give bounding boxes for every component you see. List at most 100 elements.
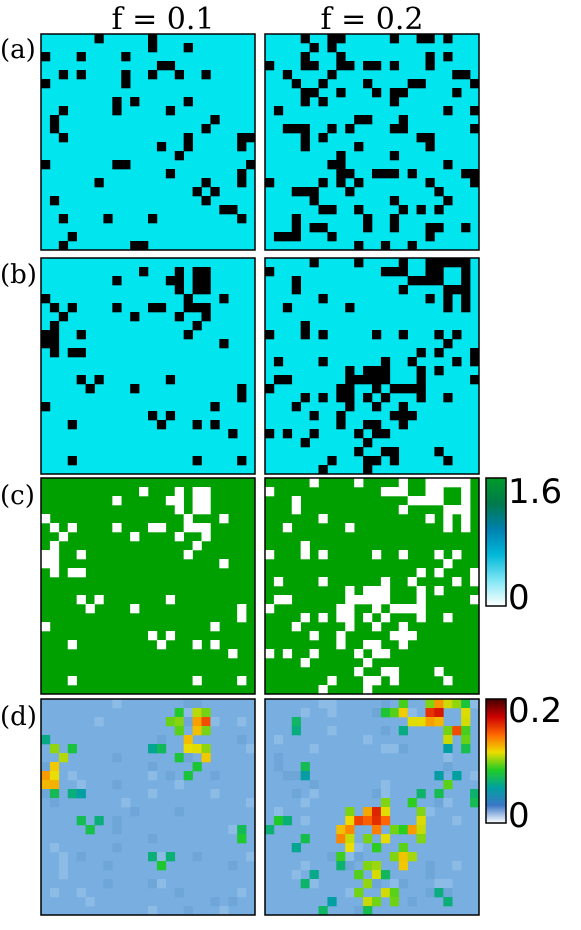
heat-cell <box>372 843 382 853</box>
site-cell <box>49 321 60 331</box>
site-cell <box>174 505 184 515</box>
heat-cell <box>49 762 60 772</box>
heat-cell <box>398 879 408 889</box>
site-cell <box>246 133 256 143</box>
heat-cell <box>363 879 373 889</box>
site-cell <box>443 285 453 295</box>
site-cell <box>407 384 417 394</box>
heat-cell <box>425 861 435 871</box>
site-cell <box>309 649 319 659</box>
site-cell <box>345 375 355 385</box>
site-cell <box>416 393 426 403</box>
site-cell <box>192 267 202 277</box>
site-cell <box>389 169 400 179</box>
site-cell <box>443 106 453 116</box>
heat-cell <box>372 807 382 817</box>
site-cell <box>416 604 426 614</box>
site-cell <box>443 303 453 313</box>
site-cell <box>336 631 346 641</box>
site-cell <box>434 223 444 233</box>
heat-cell <box>407 798 417 808</box>
site-cell <box>345 523 355 533</box>
site-cell <box>327 34 337 44</box>
site-cell <box>282 70 293 80</box>
heat-cell <box>201 708 211 718</box>
site-cell <box>398 267 408 277</box>
site-cell <box>380 613 391 623</box>
heat-cell <box>389 897 400 907</box>
site-cell <box>389 604 400 614</box>
heat-cell <box>407 897 417 907</box>
heat-cell <box>425 699 435 709</box>
site-cell <box>434 187 444 197</box>
site-cell <box>165 169 176 179</box>
site-cell <box>345 187 355 197</box>
site-cell <box>461 487 471 497</box>
site-cell <box>265 384 275 394</box>
colorbar-c-min-label: 0 <box>508 578 530 618</box>
site-cell <box>265 487 275 497</box>
site-cell <box>103 214 113 224</box>
site-cell <box>282 375 293 385</box>
heat-cell <box>443 699 453 709</box>
heat-cell <box>434 789 444 799</box>
site-cell <box>76 550 86 560</box>
heat-cell <box>300 861 310 871</box>
heat-cell <box>372 861 382 871</box>
site-cell <box>354 478 364 488</box>
heat-cell <box>416 807 426 817</box>
site-cell <box>461 505 471 515</box>
panel-frame <box>40 477 256 695</box>
site-cell <box>165 411 176 421</box>
site-cell <box>398 622 408 632</box>
site-cell <box>470 595 480 605</box>
heat-cell <box>398 861 408 871</box>
site-cell <box>265 550 275 560</box>
heat-cell <box>372 708 382 718</box>
site-cell <box>309 43 319 53</box>
site-cell <box>389 456 400 466</box>
heat-cell <box>300 771 310 781</box>
site-cell <box>416 348 426 358</box>
site-cell <box>398 420 408 430</box>
panel-b-left <box>40 257 256 475</box>
site-cell <box>345 61 355 71</box>
site-cell <box>67 568 77 578</box>
site-cell <box>228 649 238 659</box>
heat-cell <box>398 852 408 862</box>
site-cell <box>345 604 355 614</box>
panel-background <box>41 478 255 694</box>
heat-cell <box>156 852 167 862</box>
site-cell <box>49 303 60 313</box>
colorbar-d-gradient <box>485 698 507 824</box>
heat-cell <box>327 897 337 907</box>
site-cell <box>156 142 167 152</box>
site-cell <box>85 604 95 614</box>
site-cell <box>192 303 202 313</box>
site-cell <box>183 97 193 107</box>
site-cell <box>416 375 426 385</box>
site-cell <box>201 312 211 322</box>
heat-cell <box>273 753 284 763</box>
heat-cell <box>291 726 301 736</box>
heat-cell <box>389 708 400 718</box>
site-cell <box>201 70 211 80</box>
site-cell <box>452 505 462 515</box>
heat-cell <box>165 852 176 862</box>
site-cell <box>389 97 400 107</box>
site-cell <box>291 285 301 295</box>
site-cell <box>380 267 391 277</box>
colorbar-d-min-label: 0 <box>508 796 530 836</box>
site-cell <box>363 613 373 623</box>
site-cell <box>425 34 435 44</box>
site-cell <box>345 384 355 394</box>
heat-cell <box>49 798 60 808</box>
site-cell <box>156 303 167 313</box>
heat-cell <box>380 870 391 880</box>
heat-cell <box>398 843 408 853</box>
site-cell <box>67 523 77 533</box>
site-cell <box>291 505 301 515</box>
panel-d-right <box>264 698 480 916</box>
heat-cell <box>201 744 211 754</box>
heat-cell <box>363 834 373 844</box>
